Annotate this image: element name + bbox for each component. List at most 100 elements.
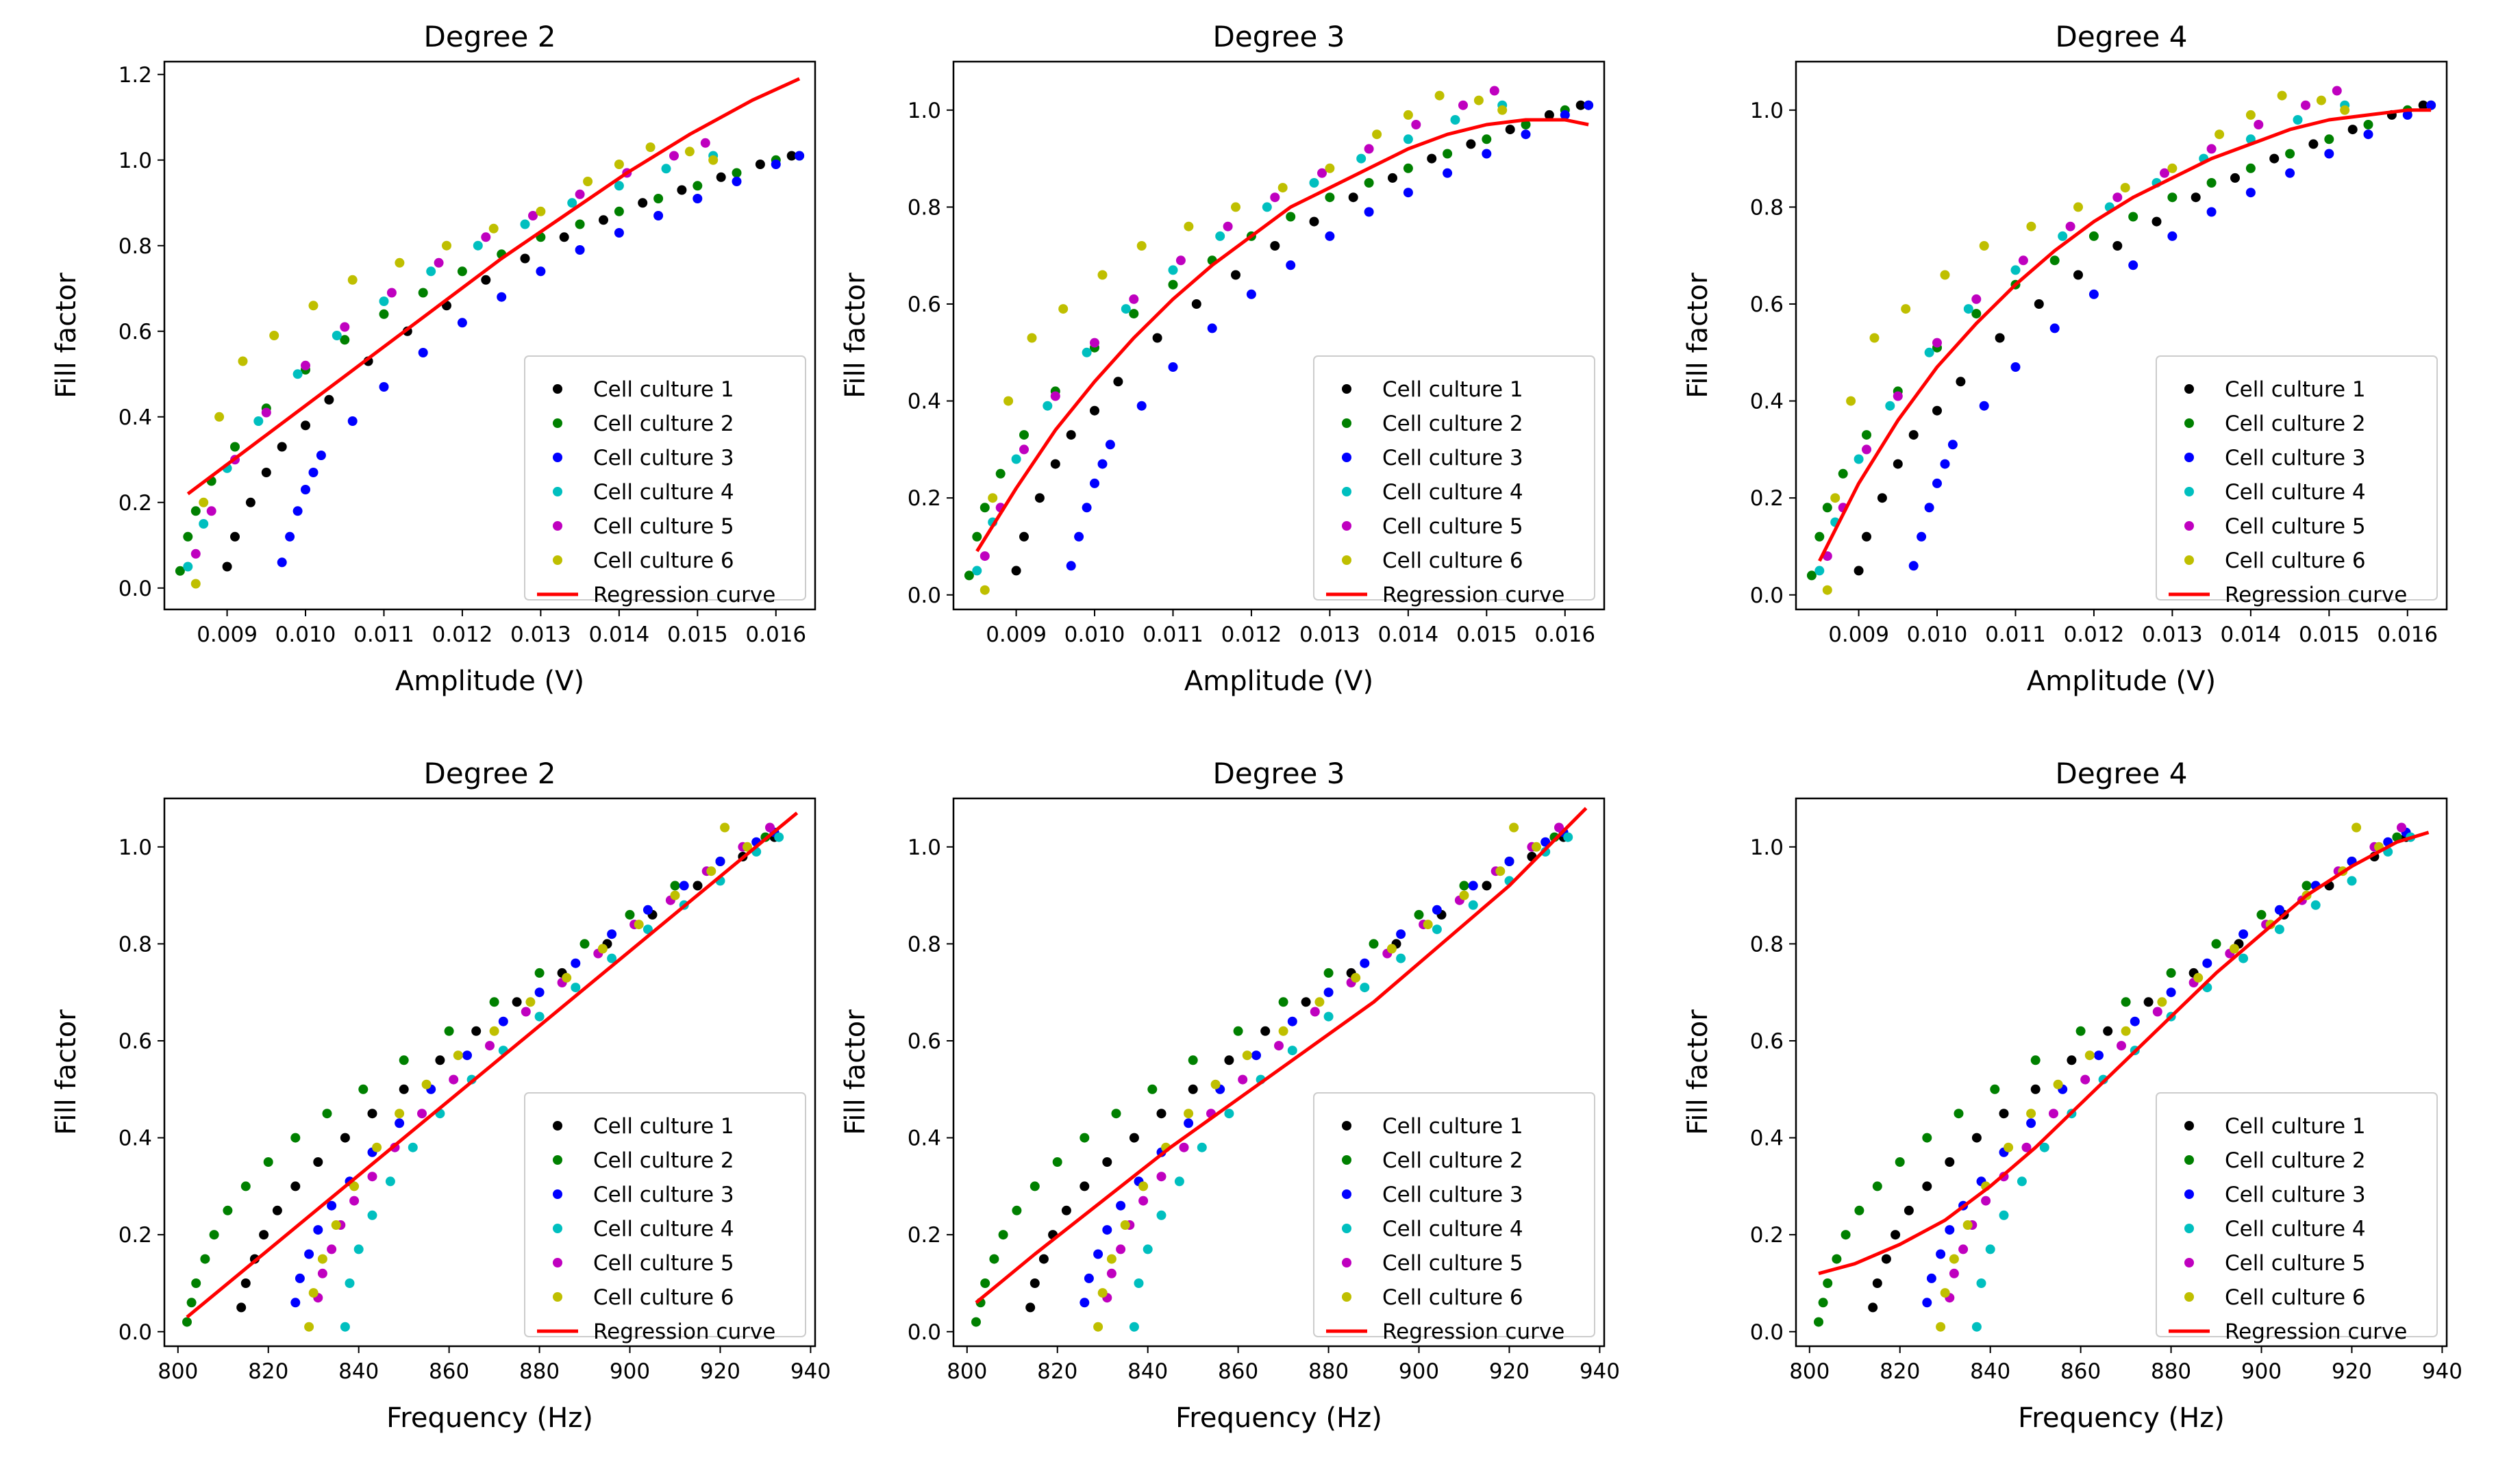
plot-area bbox=[1814, 822, 2430, 1332]
data-point bbox=[743, 842, 752, 852]
x-tick-label: 920 bbox=[2332, 1359, 2372, 1384]
x-tick-label: 0.010 bbox=[275, 622, 336, 647]
axes-frame bbox=[163, 60, 816, 611]
data-point bbox=[1940, 1288, 1950, 1298]
data-point bbox=[485, 1041, 495, 1051]
data-point bbox=[1174, 1176, 1184, 1187]
x-tick-label: 880 bbox=[2151, 1359, 2191, 1384]
legend-marker bbox=[553, 1258, 562, 1267]
data-point bbox=[1862, 444, 1871, 455]
data-point bbox=[1323, 968, 1334, 978]
data-point bbox=[395, 257, 405, 268]
data-point bbox=[972, 566, 982, 576]
data-point bbox=[2058, 231, 2068, 241]
series-cell-culture-2 bbox=[1814, 832, 2402, 1327]
data-point bbox=[1932, 478, 1942, 488]
data-point bbox=[2049, 1109, 2058, 1119]
data-point bbox=[272, 1205, 282, 1215]
data-point bbox=[980, 503, 990, 513]
data-point bbox=[1922, 1298, 1932, 1308]
data-point bbox=[1893, 459, 1903, 469]
legend-label: Cell culture 3 bbox=[593, 446, 734, 470]
data-point bbox=[1233, 1026, 1243, 1036]
data-point bbox=[230, 442, 240, 452]
data-point bbox=[367, 1172, 377, 1182]
legend-item: Cell culture 6 bbox=[1342, 1285, 1523, 1310]
data-point bbox=[295, 1273, 305, 1283]
y-tick-label: 0.6 bbox=[1750, 292, 1784, 317]
data-point bbox=[175, 566, 185, 576]
legend-label: Cell culture 6 bbox=[593, 548, 734, 573]
legend-label: Cell culture 4 bbox=[1382, 480, 1523, 505]
legend-marker bbox=[1342, 521, 1351, 531]
data-point bbox=[471, 1026, 482, 1036]
data-point bbox=[2285, 168, 2295, 178]
x-tick-label: 880 bbox=[519, 1359, 560, 1384]
data-point bbox=[1231, 270, 1240, 280]
data-point bbox=[1106, 1254, 1116, 1264]
legend-marker bbox=[553, 487, 562, 496]
legend-marker bbox=[553, 384, 562, 394]
data-point bbox=[1947, 440, 1958, 450]
legend-label: Cell culture 3 bbox=[1382, 446, 1523, 470]
data-point bbox=[317, 1254, 327, 1264]
data-point bbox=[2088, 289, 2099, 299]
data-point bbox=[1129, 1133, 1139, 1143]
data-point bbox=[643, 905, 653, 915]
data-point bbox=[1351, 972, 1361, 983]
data-point bbox=[1411, 120, 1421, 129]
regression-curve-line bbox=[975, 807, 1588, 1304]
data-point bbox=[1979, 401, 1989, 411]
series-cell-culture-6 bbox=[304, 822, 752, 1332]
data-point bbox=[379, 296, 389, 306]
data-point bbox=[1386, 944, 1397, 954]
data-point bbox=[399, 1055, 409, 1065]
chart-title: Degree 2 bbox=[424, 20, 556, 53]
data-point bbox=[1102, 1225, 1112, 1235]
data-point bbox=[2049, 255, 2060, 266]
data-point bbox=[1184, 1118, 1194, 1128]
data-point bbox=[457, 318, 467, 328]
legend-label: Regression curve bbox=[2225, 1320, 2407, 1344]
legend-label: Cell culture 3 bbox=[1382, 1183, 1523, 1207]
x-tick-label: 900 bbox=[2241, 1359, 2282, 1384]
data-point bbox=[2277, 90, 2287, 101]
legend-marker bbox=[1342, 1292, 1351, 1302]
data-point bbox=[498, 1016, 508, 1026]
regression-curve-line bbox=[1818, 108, 2432, 562]
data-point bbox=[1082, 347, 1092, 357]
data-point bbox=[301, 485, 310, 494]
legend-item: Cell culture 4 bbox=[553, 1217, 734, 1241]
data-point bbox=[1129, 1322, 1139, 1332]
data-point bbox=[607, 953, 617, 963]
y-tick-label: 0.6 bbox=[908, 292, 941, 317]
data-point bbox=[1544, 110, 1554, 120]
data-point bbox=[1364, 144, 1374, 154]
data-point bbox=[1818, 1298, 1828, 1308]
data-point bbox=[998, 1230, 1008, 1240]
legend-label: Cell culture 2 bbox=[2225, 412, 2366, 436]
data-point bbox=[1999, 1210, 2009, 1220]
data-point bbox=[1097, 270, 1108, 280]
x-tick-label: 0.013 bbox=[1299, 622, 1360, 647]
data-point bbox=[462, 1050, 472, 1061]
data-point bbox=[1971, 294, 1982, 304]
legend-box bbox=[524, 355, 806, 601]
data-point bbox=[340, 322, 350, 332]
data-point bbox=[489, 1026, 499, 1036]
data-point bbox=[732, 177, 742, 186]
data-point bbox=[349, 1196, 360, 1206]
legend-marker bbox=[2184, 453, 2194, 462]
legend-marker bbox=[2184, 1121, 2194, 1131]
data-point bbox=[1168, 279, 1178, 290]
legend-item: Cell culture 4 bbox=[1342, 1217, 1523, 1241]
data-point bbox=[536, 206, 546, 216]
data-point bbox=[308, 301, 319, 311]
y-tick-label: 0.6 bbox=[908, 1029, 941, 1054]
data-point bbox=[1423, 920, 1433, 930]
legend-item: Regression curve bbox=[537, 583, 775, 607]
data-point bbox=[1287, 1046, 1297, 1056]
data-point bbox=[1932, 405, 1942, 416]
data-point bbox=[1260, 1026, 1271, 1036]
data-point bbox=[599, 215, 608, 225]
